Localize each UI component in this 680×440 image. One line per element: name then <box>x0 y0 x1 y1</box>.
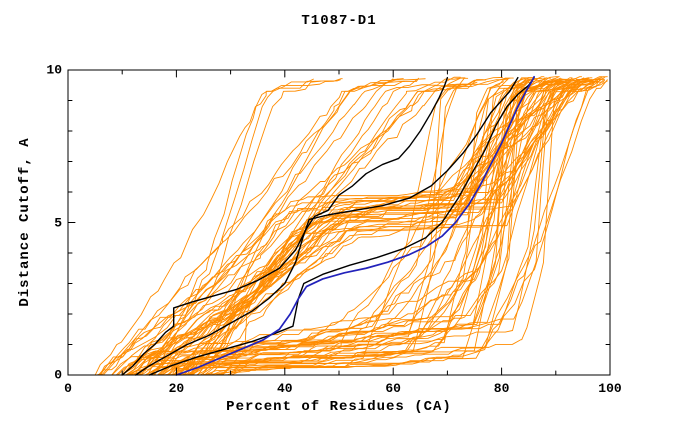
x-tick-label: 40 <box>276 381 293 396</box>
x-tick-label: 60 <box>385 381 401 396</box>
x-tick-label: 100 <box>598 381 622 396</box>
y-tick-label: 10 <box>46 62 62 78</box>
y-tick-label: 5 <box>54 215 62 230</box>
chart-title: T1087-D1 <box>301 13 377 29</box>
y-axis-label: Distance Cutoff, A <box>17 137 33 307</box>
x-tick-label: 20 <box>168 381 185 396</box>
y-tick-label: 0 <box>54 367 62 383</box>
x-tick-label: 0 <box>64 381 72 396</box>
x-axis-label: Percent of Residues (CA) <box>226 399 452 415</box>
x-tick-label: 80 <box>493 381 510 396</box>
